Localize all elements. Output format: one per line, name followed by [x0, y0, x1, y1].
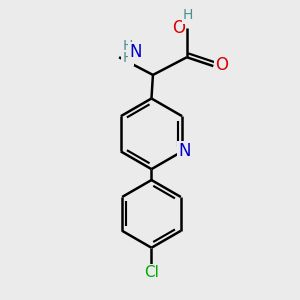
Text: H: H — [183, 8, 194, 22]
Text: Cl: Cl — [144, 265, 159, 280]
Text: O: O — [172, 19, 185, 37]
Text: N: N — [129, 43, 142, 61]
Text: O: O — [215, 56, 228, 74]
Text: N: N — [179, 142, 191, 160]
Text: H: H — [122, 51, 133, 65]
Text: H: H — [122, 39, 133, 53]
